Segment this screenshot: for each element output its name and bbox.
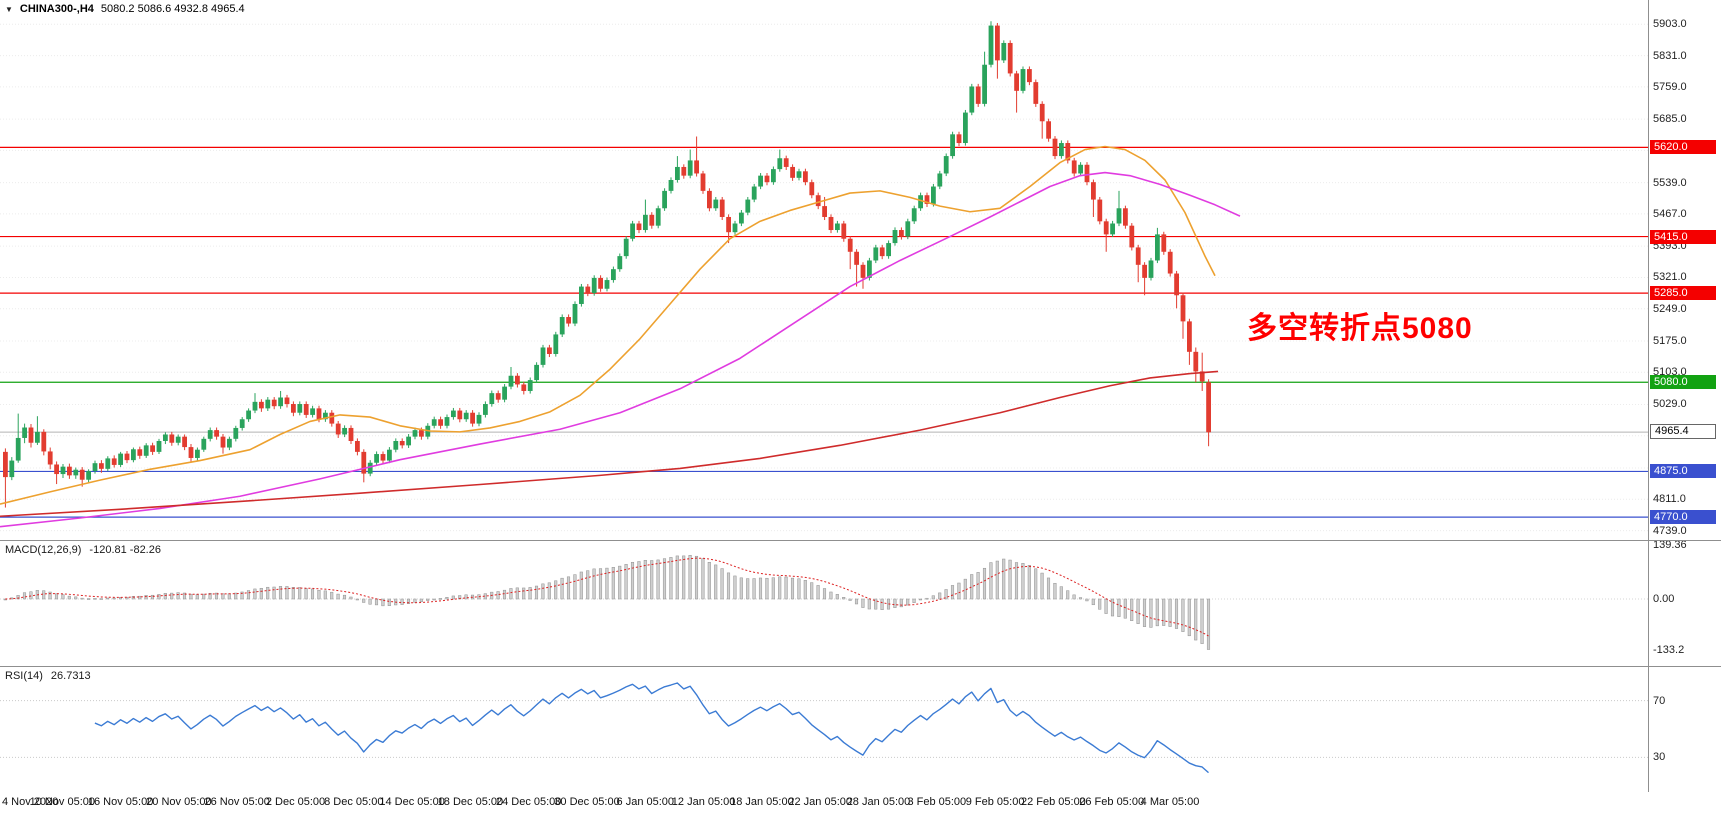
macd-axis-tick: 0.00 [1653, 593, 1675, 605]
time-axis-label: 4 Nov 2020 [2, 796, 59, 808]
rsi-axis-tick: 70 [1653, 694, 1666, 707]
time-axis-label: 28 Jan 05:00 [846, 796, 911, 808]
time-axis-label: 16 Nov 05:00 [87, 796, 154, 808]
time-axis-label: 10 Nov 05:00 [29, 796, 96, 808]
price-axis-tick: 5467.0 [1653, 207, 1687, 220]
price-axis-tick: 5321.0 [1653, 271, 1687, 284]
time-axis-label: 18 Jan 05:00 [730, 796, 794, 808]
price-axis-tick: 5759.0 [1653, 80, 1687, 93]
price-axis-tick: 5903.0 [1653, 18, 1687, 31]
time-axis-label: 3 Feb 05:00 [907, 796, 967, 808]
time-axis-label: 2 Dec 05:00 [265, 796, 326, 808]
symbol-dropdown-icon[interactable]: ▼ [5, 4, 13, 14]
current-price-tag: 4965.4 [1650, 424, 1716, 440]
macd-axis-tick: -133.2 [1653, 644, 1685, 657]
price-level-tag: 5415.0 [1650, 229, 1716, 244]
price-axis-tick: 5249.0 [1653, 302, 1687, 315]
macd-label: MACD(12,26,9) -120.81 -82.26 [5, 544, 161, 556]
macd-panel-canvas[interactable] [0, 540, 1721, 666]
macd-histogram [3, 555, 1211, 650]
rsi-line [94, 682, 1209, 774]
price-level-tag: 5285.0 [1650, 286, 1716, 301]
rsi-value: 26.7313 [50, 670, 91, 682]
time-axis-label: 4 Mar 05:00 [1140, 796, 1200, 808]
price-axis-tick: 4811.0 [1653, 493, 1686, 506]
price-axis-tick: 5175.0 [1653, 334, 1687, 347]
main-chart-canvas[interactable] [0, 0, 1721, 540]
ma-fast-orange-line [0, 145, 1216, 505]
price-level-tag: 4875.0 [1650, 464, 1716, 479]
macd-name: MACD(12,26,9) [5, 544, 82, 556]
rsi-axis-tick: 30 [1653, 751, 1666, 764]
chart-header: ▼ CHINA300-,H4 5080.2 5086.6 4932.8 4965… [5, 3, 245, 15]
price-axis-border [1648, 0, 1649, 792]
time-axis-label: 12 Jan 05:00 [671, 796, 736, 808]
time-axis-label: 14 Dec 05:00 [379, 796, 445, 808]
rsi-name: RSI(14) [5, 670, 43, 682]
rsi-label: RSI(14) 26.7313 [5, 670, 91, 682]
macd-signal-line [5, 557, 1209, 637]
candlesticks [3, 21, 1211, 508]
panel-separator-macd[interactable] [0, 540, 1721, 541]
price-axis-tick: 5029.0 [1653, 398, 1687, 411]
ohlc-readout: 5080.2 5086.6 4932.8 4965.4 [100, 3, 245, 15]
time-axis-label: 26 Feb 05:00 [1079, 796, 1145, 808]
time-axis-label: 9 Feb 05:00 [965, 796, 1025, 808]
price-level-tag: 4770.0 [1650, 510, 1716, 525]
time-axis-label: 30 Dec 05:00 [554, 796, 620, 808]
price-level-tag: 5080.0 [1650, 375, 1716, 390]
macd-values: -120.81 -82.26 [89, 544, 161, 556]
time-axis-label: 20 Nov 05:00 [146, 796, 212, 808]
time-axis-label: 6 Jan 05:00 [616, 796, 675, 808]
price-axis-tick: 5831.0 [1653, 49, 1687, 62]
time-axis-label: 22 Jan 05:00 [788, 796, 852, 808]
price-axis-tick: 5539.0 [1653, 176, 1687, 189]
price-axis-tick: 4739.0 [1653, 524, 1687, 537]
price-level-tag: 5620.0 [1650, 140, 1716, 155]
panel-separator-rsi[interactable] [0, 666, 1721, 667]
time-axis-label: 18 Dec 05:00 [437, 796, 504, 808]
time-axis[interactable]: 4 Nov 2020 10 Nov 05:00 16 Nov 05:00 20 Nov… [0, 792, 1721, 838]
rsi-panel-canvas[interactable] [0, 666, 1721, 792]
horizontal-level-lines [0, 146, 1648, 518]
time-axis-label: 22 Feb 05:00 [1020, 796, 1086, 808]
ma-slow-red-line [0, 370, 1219, 518]
time-axis-label: 26 Nov 05:00 [204, 796, 270, 808]
price-gridlines [0, 23, 1648, 532]
macd-axis-tick: 139.36 [1653, 539, 1687, 552]
time-axis-label: 8 Dec 05:00 [324, 796, 384, 808]
ma-mid-magenta-line [0, 171, 1241, 528]
price-axis-tick: 5685.0 [1653, 113, 1687, 126]
symbol-timeframe-label: CHINA300-,H4 [19, 3, 94, 15]
time-axis-label: 24 Dec 05:00 [495, 796, 562, 808]
price-annotation-text: 多空转折点5080 [1247, 312, 1473, 345]
